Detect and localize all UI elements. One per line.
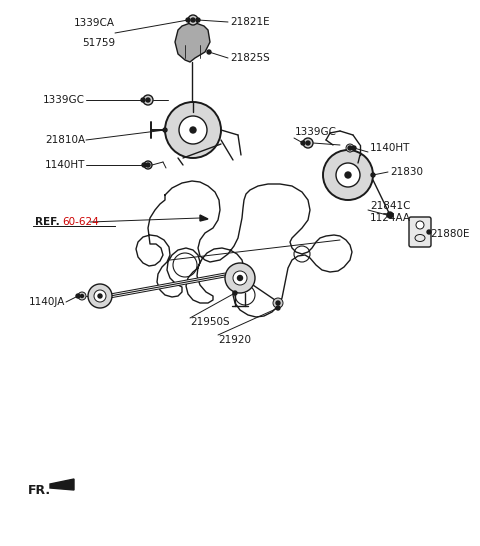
Text: 1140HT: 1140HT bbox=[370, 143, 410, 153]
Polygon shape bbox=[50, 479, 74, 490]
Circle shape bbox=[387, 212, 393, 218]
Circle shape bbox=[306, 141, 310, 145]
Circle shape bbox=[207, 50, 211, 54]
Circle shape bbox=[196, 18, 200, 22]
Circle shape bbox=[98, 294, 102, 298]
Circle shape bbox=[179, 116, 207, 144]
Circle shape bbox=[276, 301, 280, 305]
Circle shape bbox=[190, 127, 196, 133]
Circle shape bbox=[94, 290, 106, 302]
Circle shape bbox=[78, 292, 86, 300]
Circle shape bbox=[276, 306, 280, 310]
Circle shape bbox=[146, 98, 150, 102]
Circle shape bbox=[345, 172, 351, 178]
Text: 1140JA: 1140JA bbox=[29, 297, 65, 307]
Circle shape bbox=[301, 141, 305, 145]
Circle shape bbox=[144, 161, 152, 169]
Text: FR.: FR. bbox=[28, 484, 51, 496]
Circle shape bbox=[146, 163, 150, 167]
Circle shape bbox=[76, 294, 80, 298]
Circle shape bbox=[233, 271, 247, 285]
Circle shape bbox=[336, 163, 360, 187]
Circle shape bbox=[238, 276, 242, 281]
Text: 21810A: 21810A bbox=[45, 135, 85, 145]
Circle shape bbox=[303, 138, 313, 148]
Circle shape bbox=[186, 18, 190, 22]
Circle shape bbox=[233, 291, 237, 295]
Text: 1124AA: 1124AA bbox=[370, 213, 411, 223]
Circle shape bbox=[323, 150, 373, 200]
Polygon shape bbox=[200, 215, 208, 221]
Circle shape bbox=[346, 144, 354, 152]
Text: 21841C: 21841C bbox=[370, 201, 410, 211]
Circle shape bbox=[141, 98, 145, 102]
Text: 1140HT: 1140HT bbox=[45, 160, 85, 170]
Circle shape bbox=[81, 294, 84, 298]
Circle shape bbox=[427, 230, 431, 234]
Polygon shape bbox=[175, 22, 210, 62]
Text: 1339CA: 1339CA bbox=[74, 18, 115, 28]
Text: 21880E: 21880E bbox=[430, 229, 469, 239]
Circle shape bbox=[352, 146, 356, 150]
Text: 21950S: 21950S bbox=[190, 317, 229, 327]
Text: 21825S: 21825S bbox=[230, 53, 270, 63]
Circle shape bbox=[143, 95, 153, 105]
Circle shape bbox=[188, 15, 198, 25]
Circle shape bbox=[165, 102, 221, 158]
Circle shape bbox=[142, 163, 146, 167]
Text: 21821E: 21821E bbox=[230, 17, 270, 27]
Circle shape bbox=[225, 263, 255, 293]
Text: REF.: REF. bbox=[35, 217, 60, 227]
Text: 21830: 21830 bbox=[390, 167, 423, 177]
Text: 51759: 51759 bbox=[82, 38, 115, 48]
Text: 1339GC: 1339GC bbox=[295, 127, 337, 137]
Text: 21920: 21920 bbox=[218, 335, 251, 345]
Circle shape bbox=[273, 298, 283, 308]
Text: 1339GC: 1339GC bbox=[43, 95, 85, 105]
Circle shape bbox=[163, 128, 167, 132]
Circle shape bbox=[371, 173, 375, 177]
Text: 60-624: 60-624 bbox=[62, 217, 99, 227]
Ellipse shape bbox=[415, 234, 425, 241]
Circle shape bbox=[348, 146, 352, 150]
Circle shape bbox=[88, 284, 112, 308]
FancyBboxPatch shape bbox=[409, 217, 431, 247]
Circle shape bbox=[191, 18, 195, 22]
Circle shape bbox=[416, 221, 424, 229]
